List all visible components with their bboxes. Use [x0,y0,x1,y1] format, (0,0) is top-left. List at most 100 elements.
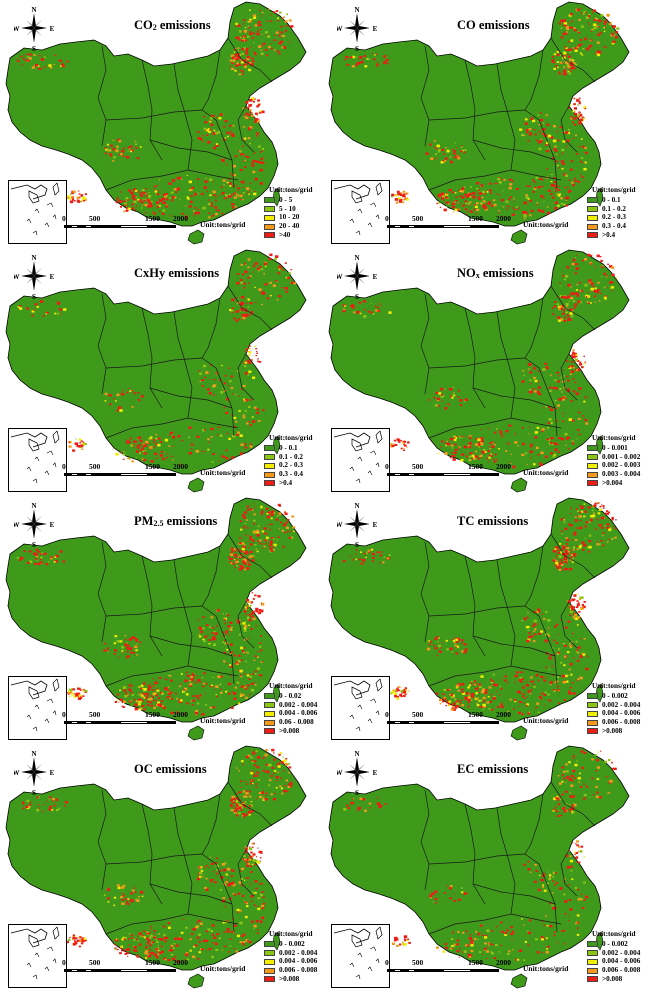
emission-cell [543,924,546,927]
emission-cell [402,441,405,443]
emission-cell [243,544,246,546]
emission-cell [614,536,617,539]
emission-cell [201,677,203,679]
emission-cell [148,686,152,689]
emission-cell [583,751,587,755]
emission-cell [576,914,580,917]
emission-cell [579,361,582,363]
emission-cell [250,443,252,445]
emission-cell [539,140,543,143]
scale-label: 500 [412,958,424,967]
emission-cell [246,57,250,61]
emission-cell [145,440,149,444]
emission-cell [569,686,572,689]
emission-cell [140,201,144,204]
emission-cell [254,98,256,100]
emission-cell [66,60,69,63]
emission-cell [254,859,258,863]
svg-text:S: S [355,293,359,300]
emission-cell [603,30,606,32]
emission-cell [255,625,258,627]
emission-cell [576,844,579,847]
emission-cell [148,952,151,954]
emission-cell [145,188,147,190]
emission-cell [249,31,252,33]
emission-cell [488,686,492,689]
emission-cell [511,180,514,182]
emission-cell [596,759,599,762]
emission-cell [256,766,260,769]
emission-cell [132,685,134,687]
emission-cell [257,907,261,911]
emission-cell [230,54,234,58]
emission-cell [244,900,246,902]
svg-text:E: E [373,25,377,33]
emission-cell [63,308,67,311]
svg-text:N: N [31,254,36,262]
emission-cell [273,546,275,548]
emission-cell [566,146,568,148]
emission-cell [584,146,587,149]
emission-cell [240,646,244,650]
emission-cell [570,365,574,368]
emission-cell [204,376,206,379]
emission-cell [173,942,176,945]
emission-cell [250,871,253,873]
emission-cell [570,673,573,676]
legend-item: 0 - 0.001 [587,444,640,453]
emission-cell [357,806,361,810]
emission-cell [569,373,572,375]
emission-cell [192,955,196,959]
emission-cell [436,148,439,150]
emission-cell [233,416,237,420]
emission-cell [108,394,112,397]
emission-cell [222,114,224,116]
scale-label: 1500 [468,710,483,719]
emission-cell [127,457,130,460]
emission-cell [188,205,192,208]
emission-cell [183,712,186,715]
emission-cell [549,681,553,684]
emission-cell [196,877,200,881]
emission-cell [26,307,29,310]
emission-cell [155,457,158,459]
emission-cell [231,549,235,552]
emission-cell [576,861,579,863]
emission-cell [529,379,532,382]
emission-cell [280,31,284,34]
emission-cell [446,885,448,887]
emission-cell [39,561,43,564]
emission-cell [223,618,226,621]
emission-cell [241,308,244,311]
emission-cell [75,693,79,697]
china-map [328,745,630,989]
legend-swatch [587,453,598,460]
emission-cell [573,62,576,65]
emission-cell [249,143,251,145]
emission-cell [197,208,200,211]
emission-cell [440,647,442,649]
emission-cell [446,440,448,442]
emission-cell [493,203,497,207]
emission-cell [467,202,471,205]
emission-cell [587,22,590,24]
emission-cell [233,933,236,935]
emission-cell [260,635,262,637]
emission-cell [570,556,573,558]
emission-cell [279,11,282,14]
emission-cell [290,781,293,784]
emission-cell [245,314,249,317]
emission-cell [578,411,581,414]
emission-cell [607,263,609,265]
emission-cell [232,562,235,565]
emission-cell [386,557,389,560]
emission-cell [132,636,136,640]
emission-cell [593,286,595,288]
emission-cell [157,437,161,440]
emission-cell [543,200,545,202]
emission-cell [576,600,579,602]
emission-cell [519,949,523,952]
emission-cell [194,944,198,947]
emission-cell [553,442,557,446]
emission-cell [271,511,274,514]
